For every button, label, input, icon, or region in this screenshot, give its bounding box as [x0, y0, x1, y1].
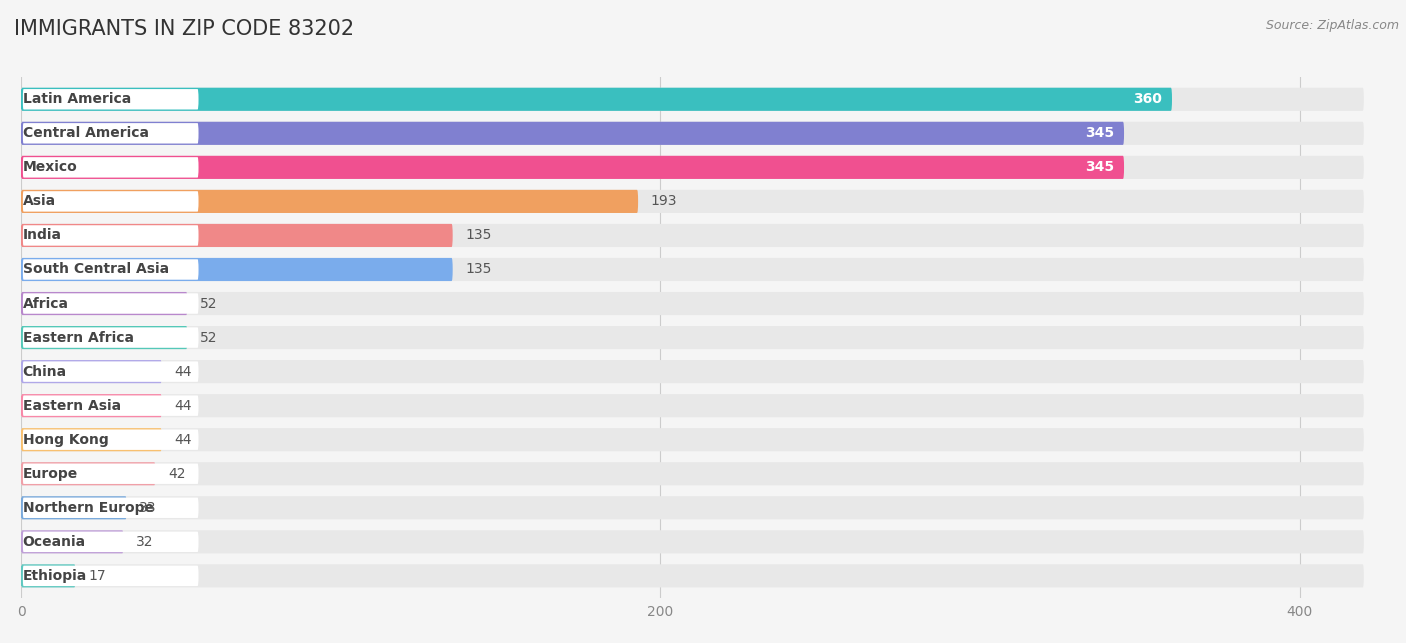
Text: Eastern Africa: Eastern Africa [22, 331, 134, 345]
Circle shape [20, 362, 22, 381]
FancyBboxPatch shape [21, 428, 162, 451]
Text: South Central Asia: South Central Asia [22, 262, 169, 276]
FancyBboxPatch shape [22, 566, 198, 586]
Circle shape [20, 396, 22, 415]
FancyBboxPatch shape [22, 361, 198, 382]
FancyBboxPatch shape [22, 532, 198, 552]
Circle shape [20, 89, 22, 109]
Text: China: China [22, 365, 67, 379]
Text: 345: 345 [1085, 126, 1115, 140]
FancyBboxPatch shape [21, 428, 1364, 451]
Text: 44: 44 [174, 365, 193, 379]
FancyBboxPatch shape [21, 496, 127, 520]
FancyBboxPatch shape [21, 156, 1364, 179]
FancyBboxPatch shape [21, 530, 1364, 554]
Text: 42: 42 [169, 467, 186, 481]
Text: Africa: Africa [22, 296, 69, 311]
FancyBboxPatch shape [22, 225, 198, 246]
Text: 33: 33 [139, 501, 157, 515]
Text: Central America: Central America [22, 126, 149, 140]
FancyBboxPatch shape [21, 87, 1364, 111]
Text: Latin America: Latin America [22, 93, 131, 106]
FancyBboxPatch shape [21, 292, 187, 315]
Circle shape [20, 532, 22, 552]
FancyBboxPatch shape [21, 565, 1364, 588]
Circle shape [20, 192, 22, 211]
FancyBboxPatch shape [21, 565, 76, 588]
Text: Oceania: Oceania [22, 535, 86, 549]
FancyBboxPatch shape [22, 123, 198, 143]
FancyBboxPatch shape [22, 293, 198, 314]
FancyBboxPatch shape [21, 360, 162, 383]
FancyBboxPatch shape [21, 462, 155, 485]
Text: Europe: Europe [22, 467, 77, 481]
FancyBboxPatch shape [21, 462, 1364, 485]
Text: Hong Kong: Hong Kong [22, 433, 108, 447]
FancyBboxPatch shape [21, 360, 1364, 383]
Text: 360: 360 [1133, 93, 1163, 106]
FancyBboxPatch shape [21, 224, 1364, 247]
FancyBboxPatch shape [21, 258, 1364, 281]
FancyBboxPatch shape [21, 156, 1123, 179]
Text: 52: 52 [200, 296, 218, 311]
FancyBboxPatch shape [22, 430, 198, 450]
Text: 32: 32 [136, 535, 153, 549]
Circle shape [20, 260, 22, 279]
FancyBboxPatch shape [21, 326, 187, 349]
FancyBboxPatch shape [22, 191, 198, 212]
FancyBboxPatch shape [21, 258, 453, 281]
FancyBboxPatch shape [21, 394, 162, 417]
Text: 345: 345 [1085, 160, 1115, 174]
Text: Ethiopia: Ethiopia [22, 569, 87, 583]
FancyBboxPatch shape [21, 496, 1364, 520]
FancyBboxPatch shape [22, 157, 198, 177]
Circle shape [20, 328, 22, 347]
FancyBboxPatch shape [21, 122, 1123, 145]
FancyBboxPatch shape [22, 498, 198, 518]
Text: Asia: Asia [22, 194, 56, 208]
Text: Mexico: Mexico [22, 160, 77, 174]
Circle shape [20, 294, 22, 313]
FancyBboxPatch shape [22, 464, 198, 484]
Text: Source: ZipAtlas.com: Source: ZipAtlas.com [1265, 19, 1399, 32]
Text: 135: 135 [465, 262, 492, 276]
Circle shape [20, 158, 22, 177]
Text: India: India [22, 228, 62, 242]
FancyBboxPatch shape [21, 394, 1364, 417]
FancyBboxPatch shape [22, 327, 198, 348]
FancyBboxPatch shape [21, 190, 638, 213]
FancyBboxPatch shape [21, 190, 1364, 213]
FancyBboxPatch shape [21, 87, 1173, 111]
Circle shape [20, 430, 22, 449]
Text: IMMIGRANTS IN ZIP CODE 83202: IMMIGRANTS IN ZIP CODE 83202 [14, 19, 354, 39]
FancyBboxPatch shape [22, 89, 198, 109]
FancyBboxPatch shape [22, 395, 198, 416]
Circle shape [20, 123, 22, 143]
FancyBboxPatch shape [22, 259, 198, 280]
Text: 193: 193 [651, 194, 678, 208]
Circle shape [20, 566, 22, 586]
Text: Northern Europe: Northern Europe [22, 501, 153, 515]
Text: 135: 135 [465, 228, 492, 242]
FancyBboxPatch shape [21, 224, 453, 247]
Text: 17: 17 [89, 569, 105, 583]
FancyBboxPatch shape [21, 122, 1364, 145]
FancyBboxPatch shape [21, 326, 1364, 349]
Circle shape [20, 464, 22, 484]
Circle shape [20, 498, 22, 518]
Circle shape [20, 226, 22, 245]
Text: 52: 52 [200, 331, 218, 345]
Text: Eastern Asia: Eastern Asia [22, 399, 121, 413]
Text: 44: 44 [174, 433, 193, 447]
FancyBboxPatch shape [21, 530, 124, 554]
Text: 44: 44 [174, 399, 193, 413]
FancyBboxPatch shape [21, 292, 1364, 315]
